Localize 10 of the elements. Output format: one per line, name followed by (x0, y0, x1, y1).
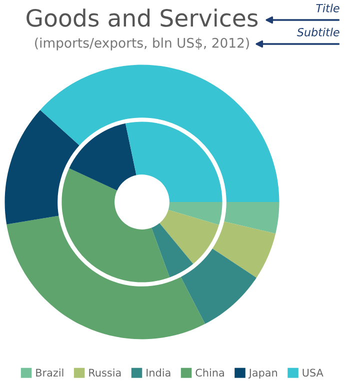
chart-subtitle: (imports/exports, bln US$, 2012) (35, 38, 249, 50)
legend-label: USA (302, 368, 324, 377)
text: Title (316, 4, 340, 12)
chart-title: Goods and Services (26, 8, 258, 27)
legend-label: Russia (89, 368, 121, 377)
legend-label: China (196, 368, 224, 377)
legend-label: Japan (248, 368, 278, 379)
text: Subtitle (297, 28, 340, 36)
legend-label: Brazil (36, 368, 64, 377)
legend-label: India (146, 368, 170, 377)
